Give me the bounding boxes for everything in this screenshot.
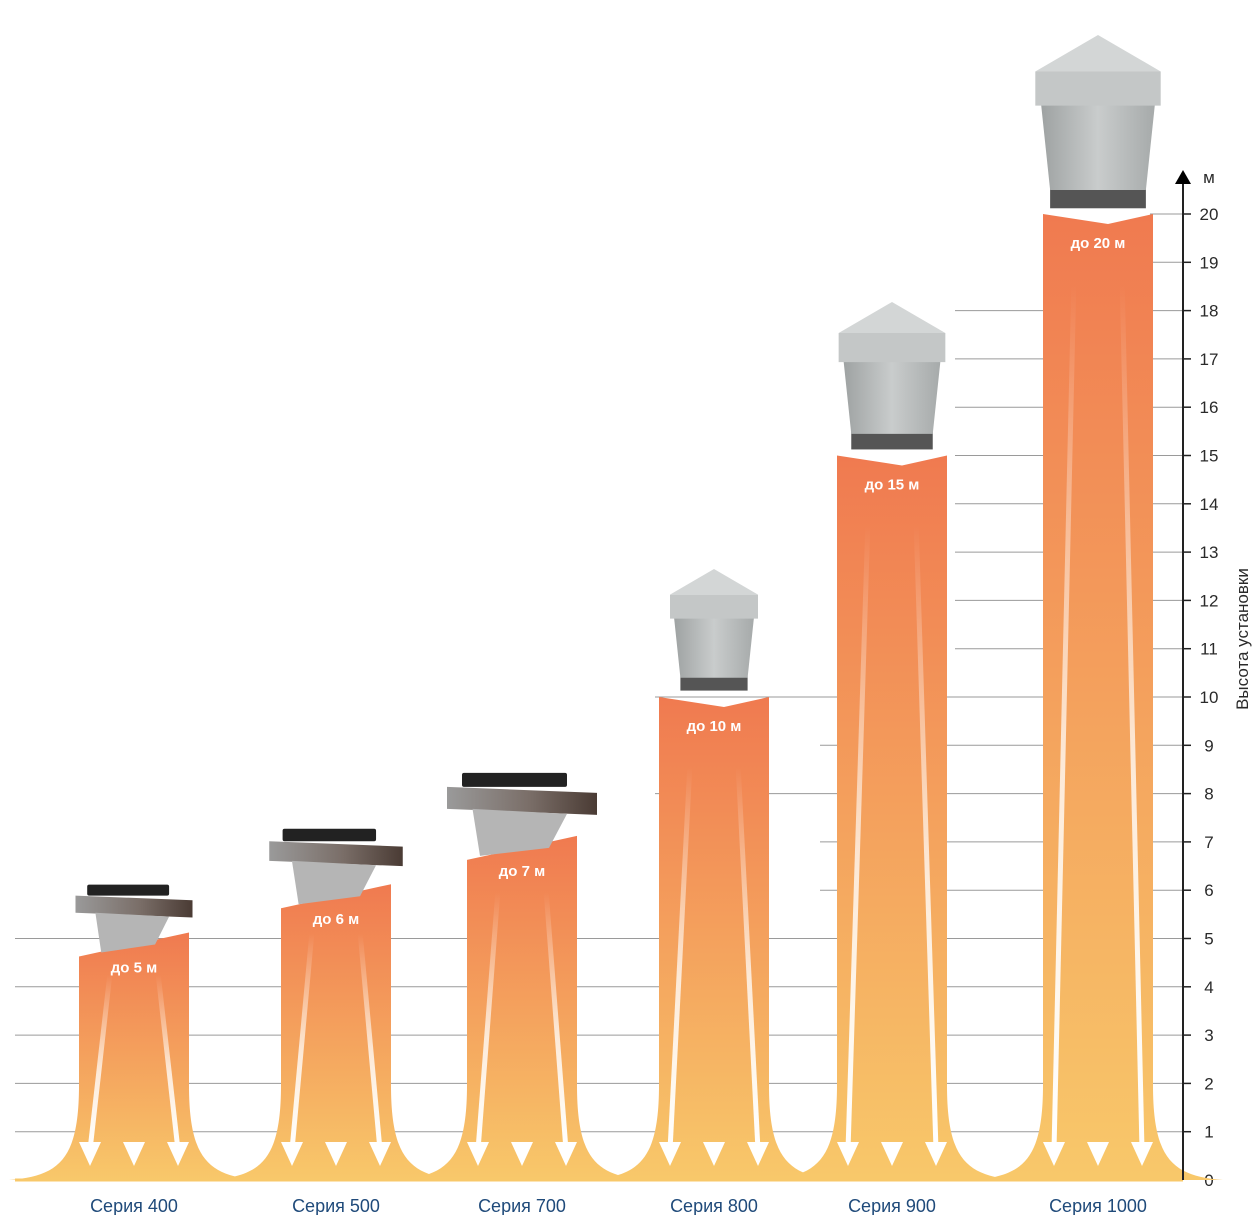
y-tick-label: 10 (1200, 688, 1219, 707)
series-bar: до 20 м Серия 1000 (973, 35, 1223, 1215)
y-tick-label: 6 (1204, 881, 1213, 900)
bar-value-label: до 6 м (313, 911, 359, 928)
airflow-arrow (735, 766, 761, 1151)
arrow-head-icon (1043, 1142, 1065, 1166)
y-tick-label: 12 (1200, 591, 1219, 610)
arrow-head-icon (167, 1142, 189, 1166)
airflow-arrow (913, 525, 939, 1151)
y-tick-label: 7 (1204, 833, 1213, 852)
y-axis-arrow-icon (1175, 170, 1191, 184)
series-bar: до 7 м Серия 700 (397, 772, 647, 1215)
y-tick-label: 20 (1200, 205, 1219, 224)
bar-value-label: до 20 м (1071, 235, 1126, 252)
series-bar: до 6 м Серия 500 (211, 828, 461, 1215)
category-label: Серия 400 (90, 1196, 178, 1215)
arrow-head-icon (925, 1142, 947, 1166)
heater-unit-icon (75, 884, 193, 953)
series-bar: до 15 м Серия 900 (767, 302, 1017, 1215)
y-tick-label: 18 (1200, 302, 1219, 321)
heater-unit-icon (447, 772, 597, 856)
category-label: Серия 1000 (1049, 1196, 1147, 1215)
arrow-head-icon (325, 1142, 347, 1166)
arrow-head-icon (659, 1142, 681, 1166)
y-tick-label: 14 (1200, 495, 1219, 514)
arrow-head-icon (281, 1142, 303, 1166)
arrow-head-icon (703, 1142, 725, 1166)
arrow-head-icon (747, 1142, 769, 1166)
y-tick-label: 4 (1204, 978, 1213, 997)
y-axis-unit: м (1203, 168, 1215, 187)
y-tick-label: 3 (1204, 1026, 1213, 1045)
category-label: Серия 700 (478, 1196, 566, 1215)
airflow-arrow (475, 892, 501, 1151)
y-tick-label: 2 (1204, 1074, 1213, 1093)
y-tick-label: 8 (1204, 785, 1213, 804)
y-tick-label: 11 (1200, 640, 1218, 659)
y-tick-label: 1 (1204, 1123, 1213, 1142)
airflow-arrow (1051, 283, 1077, 1151)
y-axis-title: Высота установки (1233, 568, 1252, 710)
airflow-arrow (289, 933, 315, 1151)
arrow-head-icon (1087, 1142, 1109, 1166)
heater-unit-icon (269, 828, 403, 905)
series-bar: до 10 м Серия 800 (589, 569, 839, 1215)
y-tick-label: 9 (1204, 736, 1213, 755)
airflow-arrow (1119, 283, 1145, 1151)
category-label: Серия 800 (670, 1196, 758, 1215)
series-bars: до 5 м Серия 400 до 6 м Серия 500 до 7 м Сери… (9, 35, 1223, 1215)
y-tick-label: 19 (1200, 253, 1219, 272)
category-label: Серия 900 (848, 1196, 936, 1215)
y-tick-label: 16 (1200, 398, 1219, 417)
duct-outlet-icon (670, 569, 758, 691)
bar-value-label: до 15 м (865, 477, 920, 494)
category-label: Серия 500 (292, 1196, 380, 1215)
arrow-head-icon (123, 1142, 145, 1166)
y-tick-label: 0 (1204, 1171, 1213, 1190)
y-tick-label: 15 (1200, 447, 1219, 466)
duct-outlet-icon (1035, 35, 1161, 209)
duct-outlet-icon (838, 302, 946, 450)
series-bar: до 5 м Серия 400 (9, 884, 259, 1215)
y-tick-label: 17 (1200, 350, 1219, 369)
y-tick-label: 13 (1200, 543, 1219, 562)
arrow-head-icon (467, 1142, 489, 1166)
airflow-arrow (543, 892, 569, 1151)
airflow-arrow (155, 974, 181, 1151)
bar-value-label: до 10 м (687, 718, 742, 735)
y-tick-label: 5 (1204, 930, 1213, 949)
airflow-arrow (667, 766, 693, 1151)
airflow-arrow (357, 933, 383, 1151)
arrow-head-icon (837, 1142, 859, 1166)
arrow-head-icon (79, 1142, 101, 1166)
airflow-arrow (845, 525, 871, 1151)
arrow-head-icon (555, 1142, 577, 1166)
arrow-head-icon (1131, 1142, 1153, 1166)
bar-value-label: до 7 м (499, 863, 545, 880)
y-axis: м Высота установки (1175, 168, 1252, 1180)
arrow-head-icon (511, 1142, 533, 1166)
arrow-head-icon (881, 1142, 903, 1166)
airflow-arrow (87, 974, 113, 1151)
bar-value-label: до 5 м (111, 960, 157, 977)
arrow-head-icon (369, 1142, 391, 1166)
